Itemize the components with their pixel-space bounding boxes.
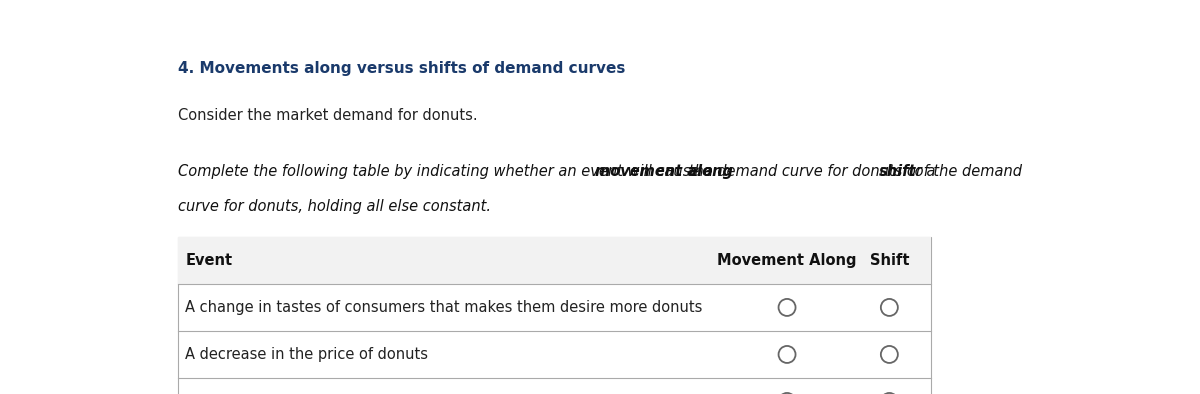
Text: Shift: Shift xyxy=(870,253,910,268)
Text: shift: shift xyxy=(878,164,916,179)
Text: A decrease in the price of donuts: A decrease in the price of donuts xyxy=(185,347,428,362)
Text: movement along: movement along xyxy=(595,164,733,179)
Bar xyxy=(178,237,931,394)
Text: the demand curve for donuts or a: the demand curve for donuts or a xyxy=(684,164,940,179)
Text: Consider the market demand for donuts.: Consider the market demand for donuts. xyxy=(178,108,478,123)
Bar xyxy=(178,237,931,284)
Text: Complete the following table by indicating whether an event will cause a: Complete the following table by indicati… xyxy=(178,164,718,179)
Text: 4. Movements along versus shifts of demand curves: 4. Movements along versus shifts of dema… xyxy=(178,61,625,76)
Text: of the demand: of the demand xyxy=(910,164,1022,179)
Text: Event: Event xyxy=(185,253,233,268)
Text: curve for donuts, holding all else constant.: curve for donuts, holding all else const… xyxy=(178,199,491,214)
Text: A change in tastes of consumers that makes them desire more donuts: A change in tastes of consumers that mak… xyxy=(185,300,703,315)
Text: Movement Along: Movement Along xyxy=(718,253,857,268)
